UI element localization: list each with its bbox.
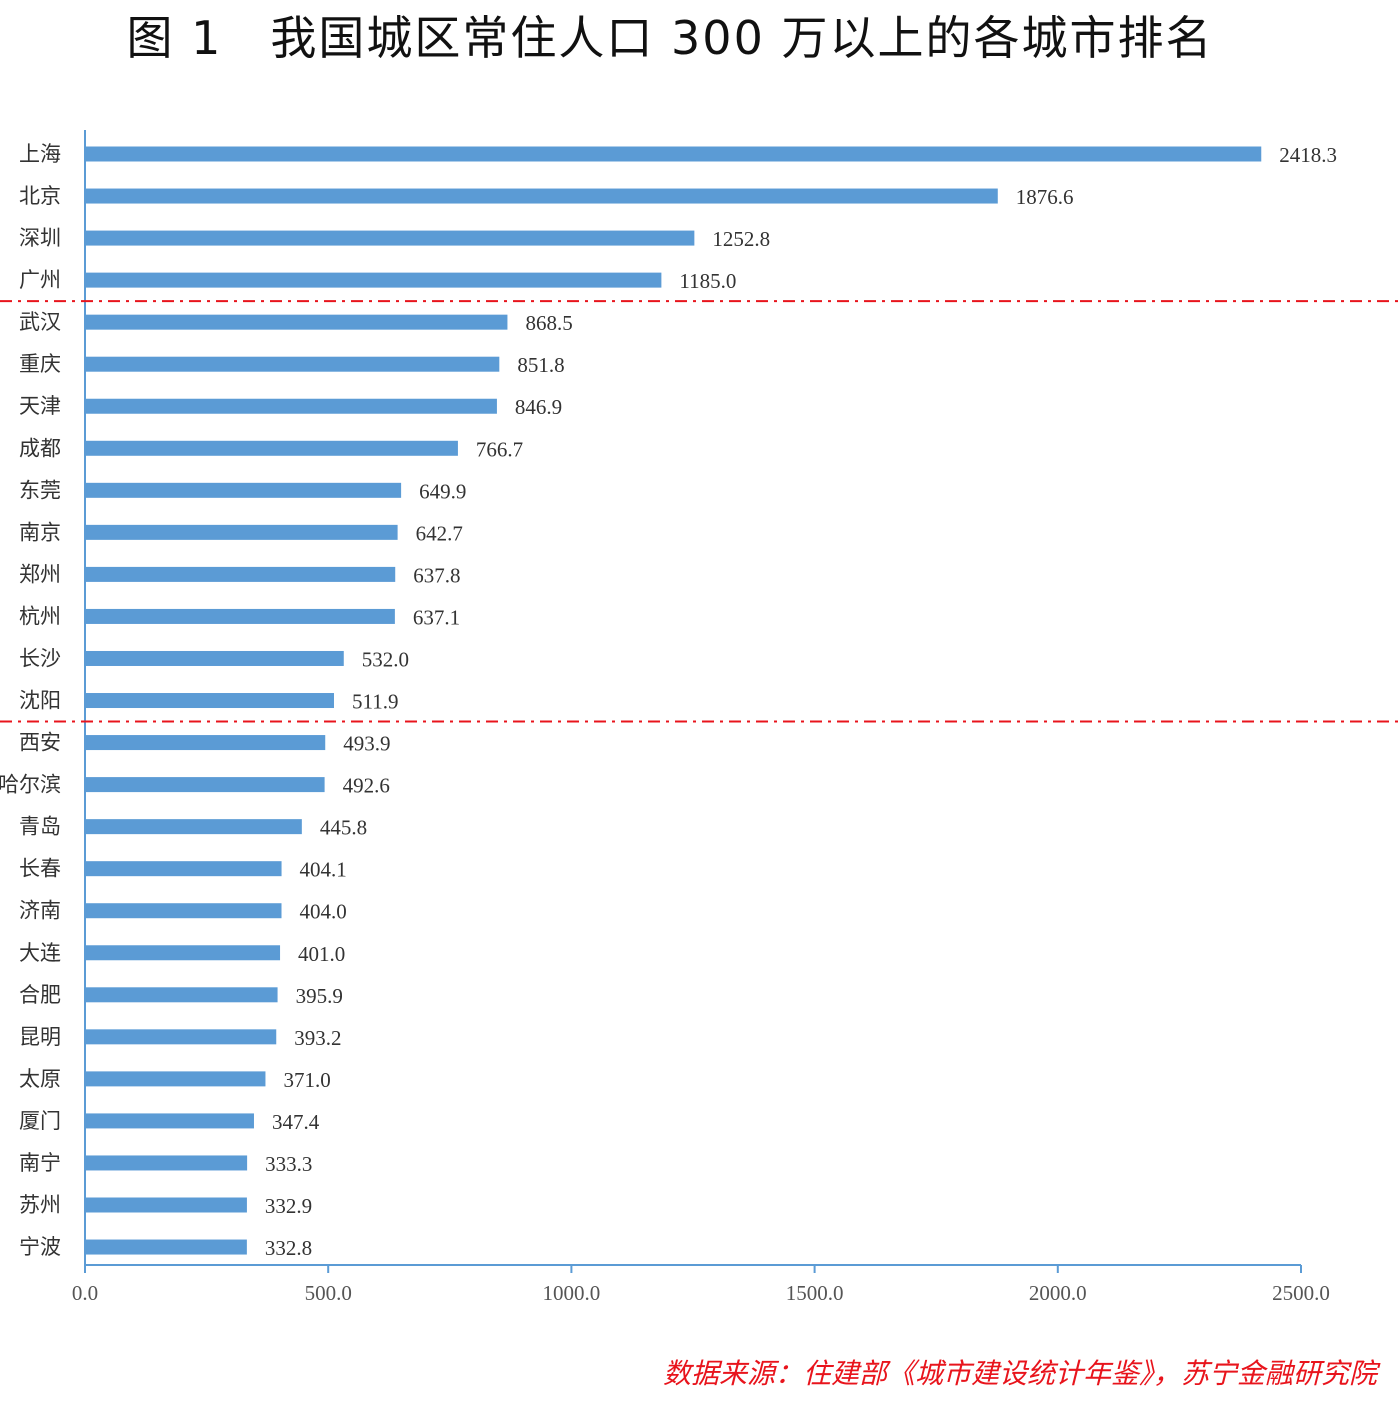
value-label: 395.9	[296, 984, 343, 1008]
value-label: 332.9	[265, 1194, 312, 1218]
bar	[86, 1155, 248, 1171]
category-label: 合肥	[19, 983, 61, 1007]
category-label: 济南	[19, 899, 61, 923]
category-label: 东莞	[19, 478, 61, 502]
category-label: 沈阳	[19, 689, 61, 713]
value-label: 637.8	[413, 563, 460, 587]
category-label: 深圳	[19, 226, 61, 250]
source-note: 数据来源：住建部《城市建设统计年鉴》，苏宁金融研究院	[662, 1357, 1377, 1390]
bar	[86, 1113, 254, 1129]
value-label: 766.7	[476, 437, 523, 461]
bar	[86, 272, 662, 288]
value-label: 404.1	[300, 858, 347, 882]
value-label: 511.9	[352, 690, 398, 714]
bar	[86, 356, 500, 372]
x-tick-label: 2000.0	[1029, 1281, 1087, 1305]
category-label: 长沙	[19, 646, 61, 670]
value-label: 393.2	[294, 1026, 341, 1050]
value-label: 637.1	[413, 605, 460, 629]
category-label: 成都	[19, 436, 61, 460]
x-tick-label: 1000.0	[543, 1281, 601, 1305]
value-label: 649.9	[419, 479, 466, 503]
value-label: 401.0	[298, 942, 345, 966]
category-label: 郑州	[19, 562, 61, 586]
bar	[86, 524, 398, 540]
bar	[86, 608, 395, 624]
category-label: 天津	[19, 394, 61, 418]
value-label: 493.9	[343, 732, 390, 756]
value-label: 846.9	[515, 395, 562, 419]
bar	[86, 945, 281, 961]
value-label: 1185.0	[679, 269, 736, 293]
value-label: 642.7	[416, 521, 463, 545]
category-label: 杭州	[19, 604, 61, 628]
bar	[86, 482, 402, 498]
value-label: 333.3	[265, 1152, 312, 1176]
bar	[86, 146, 1262, 162]
category-label: 南宁	[19, 1151, 61, 1175]
value-label: 2418.3	[1279, 143, 1337, 167]
bar	[86, 1239, 247, 1255]
bar	[86, 1197, 247, 1213]
bar	[86, 188, 998, 204]
bar	[86, 903, 282, 919]
category-label: 上海	[19, 142, 61, 166]
x-tick-label: 1500.0	[786, 1281, 844, 1305]
bar	[86, 650, 344, 666]
category-label: 苏州	[19, 1193, 61, 1217]
category-label: 昆明	[19, 1025, 61, 1049]
value-label: 332.8	[265, 1236, 312, 1260]
x-tick-label: 500.0	[305, 1281, 352, 1305]
value-label: 1252.8	[712, 227, 770, 251]
category-label: 长春	[19, 857, 61, 881]
value-label: 404.0	[300, 900, 347, 924]
bar	[86, 440, 458, 456]
value-label: 371.0	[283, 1068, 330, 1092]
bar	[86, 735, 326, 751]
bar	[86, 777, 325, 793]
category-label: 厦门	[19, 1109, 61, 1133]
category-label: 北京	[19, 184, 61, 208]
bar	[86, 1029, 277, 1045]
bar	[86, 693, 334, 709]
value-label: 347.4	[272, 1110, 320, 1134]
category-label: 重庆	[19, 352, 61, 376]
bar	[86, 566, 396, 582]
x-tick-label: 0.0	[72, 1281, 98, 1305]
category-label: 哈尔滨	[0, 773, 61, 797]
value-label: 445.8	[320, 816, 367, 840]
value-label: 492.6	[343, 774, 390, 798]
category-label: 青岛	[19, 815, 61, 839]
bar	[86, 819, 302, 835]
axis-layer: 0.0 500.0 1000.0 1500.0 2000.0 2500.0	[72, 130, 1330, 1305]
x-tick-label: 2500.0	[1272, 1281, 1330, 1305]
value-label: 532.0	[362, 647, 409, 671]
bar	[86, 861, 282, 877]
chart-title: 图 1 我国城区常住人口 300 万以上的各城市排名	[126, 11, 1214, 65]
category-label: 太原	[19, 1067, 61, 1091]
bar	[86, 314, 508, 330]
category-label: 广州	[19, 268, 61, 292]
divider-layer	[0, 300, 1399, 723]
bar	[86, 1071, 266, 1087]
bars-layer	[86, 146, 1262, 1255]
category-label: 西安	[19, 731, 61, 755]
bar	[86, 398, 497, 414]
value-label: 851.8	[517, 353, 564, 377]
category-label: 武汉	[19, 310, 61, 334]
bar	[86, 230, 695, 246]
value-label: 868.5	[525, 311, 572, 335]
bar	[86, 987, 278, 1003]
labels-layer: 2418.3 上海 1876.6 北京 1252.8 深圳 1185.0 广州 868.5 武汉 8…	[0, 142, 1337, 1260]
category-label: 大连	[19, 941, 61, 965]
category-label: 宁波	[19, 1235, 61, 1259]
value-label: 1876.6	[1016, 185, 1074, 209]
category-label: 南京	[19, 520, 61, 544]
